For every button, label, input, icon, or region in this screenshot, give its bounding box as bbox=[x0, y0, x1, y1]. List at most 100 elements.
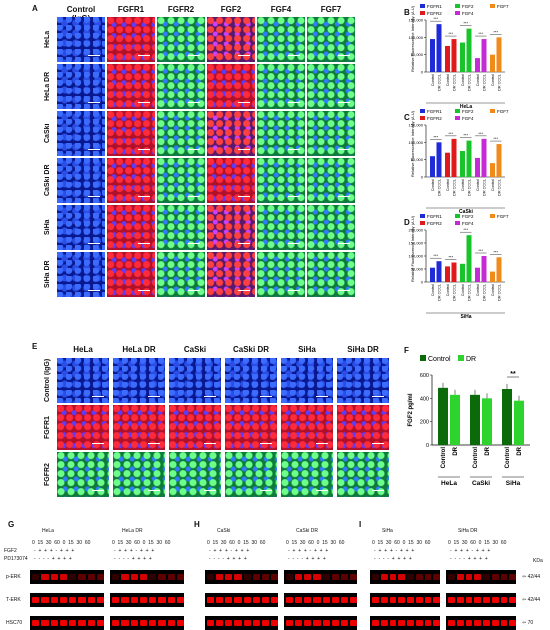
bar bbox=[430, 156, 435, 177]
x-tick-label: Control bbox=[491, 74, 495, 86]
blot-cell-label: CaSki DR bbox=[296, 528, 318, 534]
chart-cell-label: HeLa bbox=[460, 104, 472, 110]
significance-mark: *** bbox=[433, 134, 438, 139]
bar bbox=[466, 28, 472, 73]
micrograph-tile bbox=[107, 158, 155, 203]
bar bbox=[514, 400, 524, 445]
legend-swatch bbox=[455, 116, 460, 120]
micrograph-tile bbox=[257, 252, 305, 297]
protein-label: HSC70 bbox=[6, 620, 23, 626]
column-header: FGFR1 bbox=[117, 5, 145, 14]
y-tick-label: 100,000 bbox=[409, 140, 424, 145]
legend-swatch bbox=[420, 355, 426, 361]
significance-mark: *** bbox=[448, 31, 453, 36]
chart-cell-label: CaSki bbox=[459, 209, 474, 215]
micrograph-tile bbox=[207, 205, 255, 250]
x-tick-label: DR bbox=[453, 446, 459, 455]
blot-strip bbox=[370, 570, 440, 584]
micrograph-tile bbox=[57, 64, 105, 109]
legend-entry: FGFR1 bbox=[427, 4, 442, 9]
micrograph-tile bbox=[157, 111, 205, 156]
blot-cell-label: CaSki bbox=[217, 528, 231, 534]
blot-strip bbox=[446, 570, 516, 584]
panel-b-label: B bbox=[404, 8, 410, 17]
bar bbox=[451, 138, 457, 177]
micrograph-tile bbox=[207, 158, 255, 203]
column-header: SiHa bbox=[298, 345, 316, 354]
bar-charts-bcd: FGFR1 FGF2 FGF7 FGFR2 FGF4 Relative Fluoresce… bbox=[409, 4, 509, 320]
row-label: CaSki DR bbox=[44, 164, 51, 197]
kda-marker: ⇦ 42/44 bbox=[522, 574, 541, 580]
blot-cell-label: SiHa DR bbox=[458, 528, 478, 534]
blot-strip bbox=[205, 570, 278, 584]
micrograph-tile bbox=[257, 17, 305, 62]
x-tick-label: Control bbox=[476, 74, 480, 86]
micrograph-tile bbox=[207, 252, 255, 297]
legend-entry: FGFR1 bbox=[427, 109, 442, 114]
y-tick-label: 100,000 bbox=[409, 35, 424, 40]
micrograph-tile bbox=[307, 158, 355, 203]
x-tick-label: Control bbox=[446, 284, 450, 296]
blot-strip bbox=[446, 616, 516, 630]
bar bbox=[430, 39, 435, 72]
legend-swatch bbox=[455, 11, 460, 15]
micrograph-tile bbox=[157, 64, 205, 109]
micrograph-tile bbox=[337, 358, 389, 403]
bar bbox=[466, 235, 472, 282]
panel-d-label: D bbox=[404, 218, 410, 227]
column-header: FGF7 bbox=[320, 5, 342, 14]
micrograph-tile bbox=[107, 252, 155, 297]
legend-swatch bbox=[458, 355, 464, 361]
blot-strip bbox=[284, 616, 357, 630]
bar bbox=[451, 39, 457, 72]
legend-entry: FGF2 bbox=[462, 214, 474, 219]
legend-entry: FGFR1 bbox=[427, 214, 442, 219]
legend-swatch bbox=[420, 221, 425, 225]
micrograph-tile bbox=[113, 405, 165, 450]
x-tick-label: Control bbox=[461, 179, 465, 191]
significance-mark: ** bbox=[510, 371, 516, 378]
significance-mark: *** bbox=[493, 249, 498, 254]
legend-swatch bbox=[455, 214, 460, 218]
micrograph-tile bbox=[57, 158, 105, 203]
blot-strip bbox=[205, 593, 278, 607]
legend-entry: DR bbox=[466, 356, 476, 363]
bar bbox=[430, 267, 435, 282]
row-label: SiHa bbox=[44, 219, 51, 236]
y-tick-label: 0 bbox=[421, 70, 424, 75]
panel-a-label: A bbox=[32, 4, 38, 13]
x-tick-label: Control bbox=[446, 74, 450, 86]
fgf2-treatment-signs: - + + + - + + + bbox=[34, 548, 75, 554]
y-tick-label: 50,000 bbox=[411, 52, 424, 57]
bar bbox=[490, 271, 495, 282]
time-points: 0 15 30 60 0 15 30 60 bbox=[112, 540, 171, 546]
x-tick-label: DR CCCL bbox=[483, 74, 487, 91]
kda-marker: ⇦ 70 bbox=[522, 620, 534, 626]
pd173074-treatment-signs: - - - - + + + + bbox=[209, 556, 247, 562]
micrograph-tile bbox=[57, 405, 109, 450]
bar bbox=[481, 39, 487, 72]
x-tick-label: DR CCCL bbox=[438, 179, 442, 196]
bar-legend: FGFR1 FGF2 FGF7 FGFR2 FGF4 bbox=[420, 109, 509, 121]
fgf2-treatment-signs: - + + + - + + + bbox=[209, 548, 250, 554]
legend-entry: FGF7 bbox=[497, 109, 509, 114]
micrograph-tile bbox=[57, 205, 105, 250]
legend-swatch bbox=[420, 214, 425, 218]
blot-strip bbox=[110, 616, 184, 630]
bar-legend: FGFR1 FGF2 FGF7 FGFR2 FGF4 bbox=[420, 4, 509, 16]
column-header: FGF4 bbox=[270, 5, 292, 14]
x-tick-label: DR bbox=[517, 446, 523, 455]
treatment-row-label: FGF2 bbox=[4, 548, 17, 554]
blot-strip bbox=[110, 593, 184, 607]
row-label: FGFR2 bbox=[44, 463, 51, 486]
y-tick-label: 200,000 bbox=[409, 228, 424, 233]
group-label: SiHa bbox=[506, 480, 521, 487]
kda-label: KDa bbox=[533, 558, 543, 564]
micrograph-tile bbox=[107, 205, 155, 250]
bar bbox=[445, 266, 450, 282]
bar bbox=[438, 387, 448, 445]
fgf2-treatment-signs: - + + + - + + + bbox=[114, 548, 155, 554]
bar bbox=[445, 46, 450, 72]
micrograph-tile bbox=[257, 64, 305, 109]
micrograph-tile bbox=[281, 358, 333, 403]
